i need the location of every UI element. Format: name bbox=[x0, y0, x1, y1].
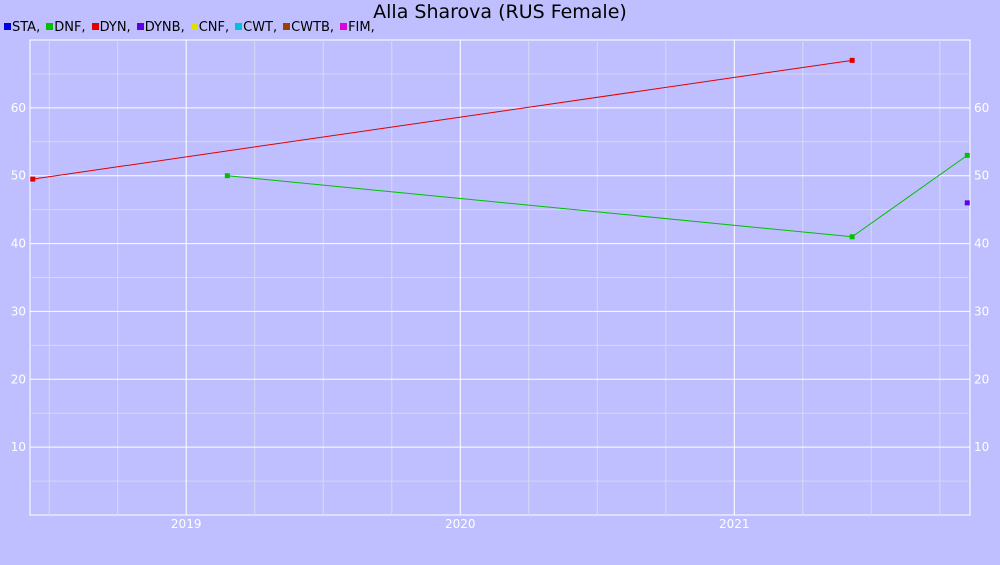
x-tick-label: 2020 bbox=[445, 517, 476, 531]
legend: STA, DNF, DYN, DYNB, CNF, CWT, CWTB, FIM, bbox=[4, 20, 381, 35]
grid bbox=[30, 40, 970, 515]
series bbox=[30, 57, 970, 240]
legend-item: STA, bbox=[4, 20, 40, 35]
y-tick-label-left: 50 bbox=[11, 169, 26, 183]
y-tick-label-right: 20 bbox=[974, 372, 989, 386]
legend-item: CNF, bbox=[190, 20, 230, 35]
y-tick-label-right: 40 bbox=[974, 237, 989, 251]
legend-swatch bbox=[283, 23, 291, 30]
data-point bbox=[964, 152, 970, 158]
data-point bbox=[30, 176, 36, 182]
legend-swatch bbox=[46, 23, 54, 30]
x-tick-label: 2021 bbox=[719, 517, 750, 531]
legend-swatch bbox=[136, 23, 144, 30]
legend-item: CWTB, bbox=[283, 20, 334, 35]
legend-swatch bbox=[4, 23, 11, 30]
y-tick-label-left: 30 bbox=[11, 304, 26, 318]
legend-label: CWTB, bbox=[291, 20, 335, 35]
legend-label: DYN, bbox=[99, 20, 131, 35]
data-point bbox=[849, 57, 855, 63]
legend-item: DNF, bbox=[46, 20, 86, 35]
legend-item: DYN, bbox=[91, 20, 131, 35]
series-line bbox=[32, 59, 853, 180]
data-point bbox=[849, 234, 855, 240]
legend-swatch bbox=[190, 23, 198, 30]
legend-swatch bbox=[235, 23, 243, 30]
y-tick-label-right: 30 bbox=[974, 304, 989, 318]
legend-label: CWT, bbox=[243, 20, 278, 35]
y-tick-label-left: 20 bbox=[11, 372, 26, 386]
y-tick-label-right: 10 bbox=[974, 440, 989, 454]
series-group bbox=[30, 57, 855, 182]
data-point bbox=[224, 173, 230, 179]
legend-item: FIM, bbox=[340, 20, 375, 35]
legend-label: FIM, bbox=[348, 20, 375, 35]
legend-label: DNF, bbox=[54, 20, 86, 35]
legend-label: STA, bbox=[12, 20, 41, 35]
legend-label: CNF, bbox=[198, 20, 230, 35]
y-tick-label-left: 40 bbox=[11, 237, 26, 251]
data-point bbox=[964, 200, 970, 206]
series-group bbox=[964, 200, 970, 206]
y-tick-label-left: 10 bbox=[11, 440, 26, 454]
legend-item: CWT, bbox=[235, 20, 277, 35]
legend-item: DYNB, bbox=[136, 20, 185, 35]
legend-label: DYNB, bbox=[144, 20, 185, 35]
y-tick-label-right: 60 bbox=[974, 101, 989, 115]
y-tick-label-right: 50 bbox=[974, 169, 989, 183]
chart-title: Alla Sharova (RUS Female) bbox=[373, 1, 627, 23]
legend-swatch bbox=[340, 23, 348, 30]
y-tick-label-left: 60 bbox=[11, 101, 26, 115]
legend-swatch bbox=[91, 23, 99, 30]
x-tick-label: 2019 bbox=[171, 517, 202, 531]
series-group bbox=[224, 152, 970, 240]
